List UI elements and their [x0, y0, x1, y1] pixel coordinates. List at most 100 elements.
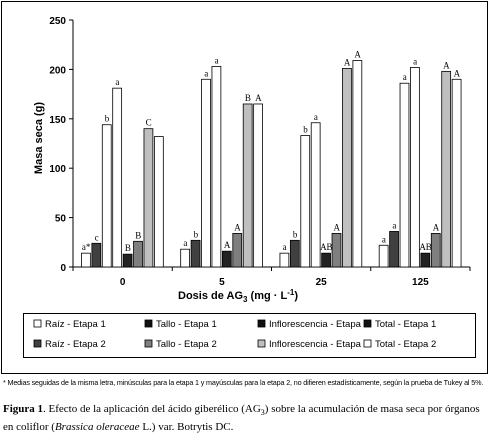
bar-letter-label: a	[204, 68, 208, 78]
bar-letter-label: A	[224, 240, 231, 250]
bar-letter-label: C	[146, 118, 152, 128]
y-tick-label: 200	[49, 65, 66, 76]
bar	[143, 128, 154, 268]
bar-letter-label: A	[354, 50, 361, 60]
bar	[211, 66, 222, 268]
bar	[279, 252, 290, 268]
bar-letter-label: B	[125, 243, 131, 253]
legend: Raíz - Etapa 1 Tallo - Etapa 1 Inflorescen…	[33, 319, 436, 350]
bar	[342, 68, 352, 268]
x-tick-label: 25	[316, 277, 328, 288]
bar-letter-label: B	[245, 93, 251, 103]
y-tick-label: 250	[49, 16, 66, 27]
bar-letter-label: b	[194, 229, 199, 239]
bar	[253, 103, 263, 268]
bar	[201, 78, 211, 268]
bar	[321, 252, 331, 268]
legend-label: Total - Etapa 1	[375, 319, 436, 330]
figure-caption: Figura 1. Efecto de la aplicación del ác…	[3, 402, 487, 434]
bar-letter-label: b	[105, 114, 110, 124]
y-tick-label: 150	[49, 115, 66, 126]
caption-sub: 3	[260, 408, 265, 418]
legend-label: Inflorescencia - Etapa 1	[269, 319, 369, 330]
legend-label: Raíz - Etapa 1	[45, 319, 106, 330]
bar	[122, 253, 133, 268]
bar-letter-label: AB	[320, 242, 333, 252]
legend-box	[23, 313, 476, 358]
bar-letter-label: a	[115, 77, 119, 87]
bar	[389, 231, 399, 268]
bar-letter-label: A	[443, 60, 450, 70]
legend-label: Tallo - Etapa 1	[156, 319, 217, 330]
legend-swatch	[33, 319, 42, 328]
bar	[190, 239, 201, 268]
x-tick-label: 0	[120, 277, 126, 288]
bar-letter-label: a	[215, 55, 219, 65]
bar-letter-label: A	[454, 68, 461, 78]
bar	[153, 136, 164, 268]
bar-letter-label: B	[135, 230, 141, 240]
legend-label: Inflorescencia - Etapa 2	[269, 339, 369, 350]
bar	[399, 82, 410, 268]
bar-letter-label: a	[314, 112, 318, 122]
bar-letter-label: b	[293, 229, 298, 239]
bar	[289, 239, 300, 268]
bar	[133, 240, 143, 268]
bar	[242, 103, 253, 268]
bar	[451, 78, 462, 268]
bar	[101, 124, 112, 268]
bar-letter-label: A	[234, 222, 241, 232]
bar	[180, 248, 191, 268]
caption-label: Figura 1	[3, 403, 44, 415]
bar-letter-label: a	[392, 220, 396, 230]
legend-swatch	[33, 339, 42, 348]
bar	[441, 70, 452, 268]
bar-letter-label: c	[95, 232, 99, 242]
bar	[310, 122, 321, 268]
y-axis-title: Masa seca (g)	[33, 102, 45, 174]
bar-letter-label: a	[183, 238, 187, 248]
legend-label: Tallo - Etapa 2	[156, 339, 217, 350]
bar-letter-label: a	[413, 56, 417, 66]
bar	[91, 242, 102, 268]
bar	[378, 244, 389, 268]
x-axis-title: Dosis de AG3 (mg · L-1)	[178, 288, 298, 304]
y-tick-label: 50	[55, 214, 67, 225]
bar	[81, 252, 91, 268]
caption-species: Brassica oleraceae	[54, 421, 140, 434]
bar-letter-label: a	[382, 234, 386, 244]
bar	[420, 252, 431, 268]
legend-swatch	[257, 319, 266, 328]
legend-swatch	[363, 339, 372, 348]
bar	[352, 60, 363, 268]
bar-letter-label: a*	[82, 242, 91, 252]
y-tick-label: 0	[60, 263, 66, 274]
caption-text-3: L.) var. Botrytis DC.	[139, 421, 234, 434]
bar-letter-label: A	[344, 57, 351, 67]
x-tick-label: 5	[219, 277, 225, 288]
legend-label: Raíz - Etapa 2	[45, 339, 106, 350]
footnote: * Medias seguidas de la misma letra, min…	[3, 378, 484, 387]
caption-text-1: . Efecto de la aplicación del ácido gibe…	[43, 403, 261, 415]
bar-letter-label: a	[403, 72, 407, 82]
bar	[430, 233, 441, 268]
bar	[232, 233, 243, 268]
caption-text-2: ) sobre la acumulación de masa seca por …	[3, 403, 480, 434]
legend-swatch	[363, 319, 372, 328]
legend-swatch	[257, 339, 266, 348]
bar-letter-label: A	[255, 93, 262, 103]
bar	[112, 87, 123, 268]
legend-label: Total - Etapa 2	[375, 339, 436, 350]
bar	[410, 67, 420, 268]
bar-letter-label: a	[283, 242, 287, 252]
bar-letter-label: AB	[419, 242, 432, 252]
bar-letter-label: A	[433, 222, 440, 232]
bar	[221, 250, 232, 268]
bar	[331, 233, 342, 268]
legend-swatch	[144, 319, 153, 328]
legend-swatch	[144, 339, 153, 348]
x-tick-label: 125	[412, 277, 429, 288]
bar	[300, 135, 311, 268]
